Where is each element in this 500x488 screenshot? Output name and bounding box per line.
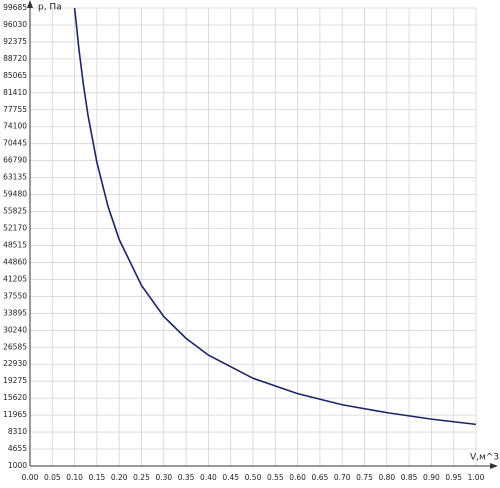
x-tick-label: 0.75 — [356, 473, 373, 482]
y-tick-label: 41205 — [3, 274, 27, 283]
y-tick-label: 70445 — [3, 139, 27, 148]
x-tick-label: 0.40 — [200, 473, 217, 482]
x-tick-label: 0.20 — [111, 473, 128, 482]
y-tick-label: 22930 — [3, 359, 27, 368]
y-tick-label: 59480 — [3, 190, 27, 199]
x-tick-label: 1.00 — [468, 473, 485, 482]
y-tick-label: 30240 — [3, 325, 27, 334]
x-tick-label: 0.15 — [89, 473, 106, 482]
y-tick-label: 74100 — [3, 122, 27, 131]
y-tick-label: 44860 — [3, 257, 27, 266]
y-tick-label: 37550 — [3, 291, 27, 300]
y-tick-label: 48515 — [3, 240, 27, 249]
x-tick-label: 0.00 — [22, 473, 39, 482]
y-tick-label: 26585 — [3, 342, 27, 351]
y-tick-label: 66790 — [3, 156, 27, 165]
x-tick-label: 0.80 — [378, 473, 395, 482]
y-tick-label: 8310 — [8, 427, 27, 436]
x-tick-label: 0.30 — [155, 473, 172, 482]
y-tick-label: 19275 — [3, 376, 27, 385]
x-arrow — [490, 463, 498, 469]
curve — [73, 7, 477, 426]
y-tick-label: 4655 — [8, 444, 27, 453]
y-tick-label: 96030 — [3, 20, 27, 29]
x-tick-label: 0.05 — [44, 473, 61, 482]
x-tick-label: 0.60 — [289, 473, 306, 482]
y-tick-label: 99685 — [3, 3, 27, 12]
x-tick-label: 0.10 — [66, 473, 83, 482]
x-tick-label: 0.50 — [245, 473, 262, 482]
y-tick-label: 88720 — [3, 54, 27, 63]
x-tick-label: 0.90 — [423, 473, 440, 482]
y-tick-label: 11965 — [3, 410, 27, 419]
x-axis-label: V,м^3 — [470, 453, 499, 463]
x-tick-label: 0.70 — [334, 473, 351, 482]
y-tick-label: 15620 — [3, 393, 27, 402]
y-tick-label: 55825 — [3, 207, 27, 216]
x-tick-label: 0.55 — [267, 473, 284, 482]
y-tick-label: 52170 — [3, 224, 27, 233]
x-tick-label: 0.45 — [222, 473, 239, 482]
y-tick-label: 92375 — [3, 37, 27, 46]
x-tick-label: 0.35 — [178, 473, 195, 482]
y-tick-label: 33895 — [3, 308, 27, 317]
x-tick-label: 0.85 — [401, 473, 418, 482]
x-tick-label: 0.95 — [445, 473, 462, 482]
y-tick-label: 63135 — [3, 173, 27, 182]
x-tick-label: 0.65 — [312, 473, 329, 482]
y-tick-label: 81410 — [3, 88, 27, 97]
x-tick-label: 0.25 — [133, 473, 150, 482]
y-axis-label: p, Па — [38, 3, 62, 13]
y-tick-label: 1000 — [8, 461, 27, 470]
y-tick-label: 85065 — [3, 71, 27, 80]
y-tick-label: 77755 — [3, 105, 27, 114]
y-arrow — [27, 0, 33, 8]
